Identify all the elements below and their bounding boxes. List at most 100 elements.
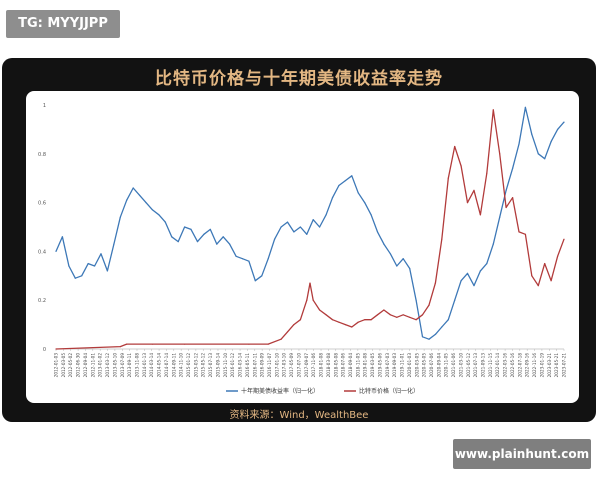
data-point xyxy=(344,180,346,182)
data-point xyxy=(325,214,327,216)
data-point xyxy=(216,243,218,245)
x-tick-label: 2018-03-08 xyxy=(326,353,331,378)
x-tick-label: 2014-11-10 xyxy=(179,353,184,378)
data-point xyxy=(492,109,494,111)
x-tick-label: 2014-07-14 xyxy=(164,353,169,378)
data-point xyxy=(235,255,237,257)
data-point xyxy=(518,231,520,233)
data-point xyxy=(524,106,526,108)
data-point xyxy=(505,189,507,191)
x-tick-label: 2018-05-08 xyxy=(333,353,338,378)
data-point xyxy=(415,319,417,321)
data-point xyxy=(306,233,308,235)
data-point xyxy=(402,314,404,316)
y-tick-label: 0.4 xyxy=(38,249,46,255)
data-point xyxy=(222,236,224,238)
y-tick-label: 0.2 xyxy=(38,298,46,304)
data-point xyxy=(512,197,514,199)
data-point xyxy=(68,265,70,267)
data-point xyxy=(241,258,244,260)
x-tick-label: 2021-03-10 xyxy=(458,353,463,378)
data-point xyxy=(364,319,366,321)
data-point xyxy=(351,175,353,177)
data-point xyxy=(447,177,449,179)
x-tick-label: 2016-09-09 xyxy=(260,353,265,378)
data-point xyxy=(312,299,314,301)
x-tick-label: 2013-05-10 xyxy=(112,353,117,378)
x-tick-label: 2014-05-14 xyxy=(157,353,162,378)
data-point xyxy=(325,314,327,316)
x-tick-label: 2018-07-06 xyxy=(341,353,346,378)
data-point xyxy=(441,326,443,328)
x-tick-label: 2013-09-11 xyxy=(127,353,132,378)
data-point xyxy=(454,145,456,148)
data-point xyxy=(184,226,186,228)
data-point xyxy=(184,343,186,345)
data-point xyxy=(293,324,295,326)
legend-label-btc: 比特币价格（归一化） xyxy=(359,387,419,395)
x-tick-label: 2017-07-10 xyxy=(296,353,301,378)
data-point xyxy=(319,226,321,228)
x-tick-label: 2022-03-16 xyxy=(503,353,508,378)
x-tick-label: 2022-01-14 xyxy=(495,353,500,378)
x-tick-label: 2022-09-16 xyxy=(525,353,530,378)
x-tick-label: 2022-07-18 xyxy=(517,353,522,378)
x-tick-label: 2012-03-05 xyxy=(61,353,66,378)
y-tick-label: 0.6 xyxy=(38,201,46,207)
data-point xyxy=(139,194,141,196)
x-tick-label: 2019-11-01 xyxy=(400,353,405,378)
x-tick-label: 2019-07-03 xyxy=(385,353,390,378)
data-point xyxy=(171,236,173,238)
x-tick-label: 2020-01-03 xyxy=(407,353,412,378)
data-point xyxy=(505,206,507,209)
x-tick-label: 2019-09-03 xyxy=(392,353,397,378)
btc-series-line xyxy=(55,109,565,350)
data-point xyxy=(512,167,514,169)
data-point xyxy=(486,172,488,174)
x-tick-label: 2016-03-14 xyxy=(238,353,243,378)
data-point xyxy=(544,158,546,160)
x-tick-label: 2013-11-08 xyxy=(134,353,139,378)
x-tick-label: 2013-01-02 xyxy=(98,353,103,378)
data-point xyxy=(492,243,494,245)
x-tick-label: 2022-11-16 xyxy=(532,353,537,378)
data-point xyxy=(486,263,488,265)
x-tick-label: 2020-07-06 xyxy=(429,353,434,378)
data-point xyxy=(557,255,559,257)
data-point xyxy=(434,282,436,284)
data-point xyxy=(479,270,481,272)
data-point xyxy=(357,192,359,194)
data-point xyxy=(248,343,250,345)
data-point xyxy=(428,304,430,306)
data-point xyxy=(331,197,334,199)
data-point xyxy=(190,228,192,230)
data-point xyxy=(396,265,398,267)
x-tick-label: 2019-03-05 xyxy=(370,353,375,378)
x-tick-label: 2016-07-11 xyxy=(252,353,257,378)
data-point xyxy=(254,280,256,282)
data-point xyxy=(421,336,424,338)
x-tick-label: 2020-09-04 xyxy=(436,353,441,378)
data-point xyxy=(499,153,501,155)
data-point xyxy=(557,128,559,130)
data-point xyxy=(428,338,430,340)
data-point xyxy=(441,238,443,240)
x-tick-label: 2020-11-05 xyxy=(444,353,449,378)
x-tick-label: 2017-05-09 xyxy=(289,353,294,378)
x-tick-label: 2015-01-12 xyxy=(186,353,191,378)
x-tick-label: 2018-11-05 xyxy=(355,353,360,378)
data-point xyxy=(466,202,469,204)
data-point xyxy=(376,231,379,233)
data-point xyxy=(312,219,314,221)
x-tick-label: 2023-05-21 xyxy=(554,353,559,378)
x-tick-label: 2012-01-03 xyxy=(54,353,59,378)
x-tick-label: 2014-03-14 xyxy=(149,353,154,378)
x-tick-label: 2016-05-11 xyxy=(245,353,250,378)
data-point xyxy=(113,243,115,245)
data-point xyxy=(466,272,469,274)
data-point xyxy=(460,280,462,282)
data-point xyxy=(524,233,526,235)
y-tick-label: 0.8 xyxy=(38,152,46,158)
data-point xyxy=(81,275,83,277)
